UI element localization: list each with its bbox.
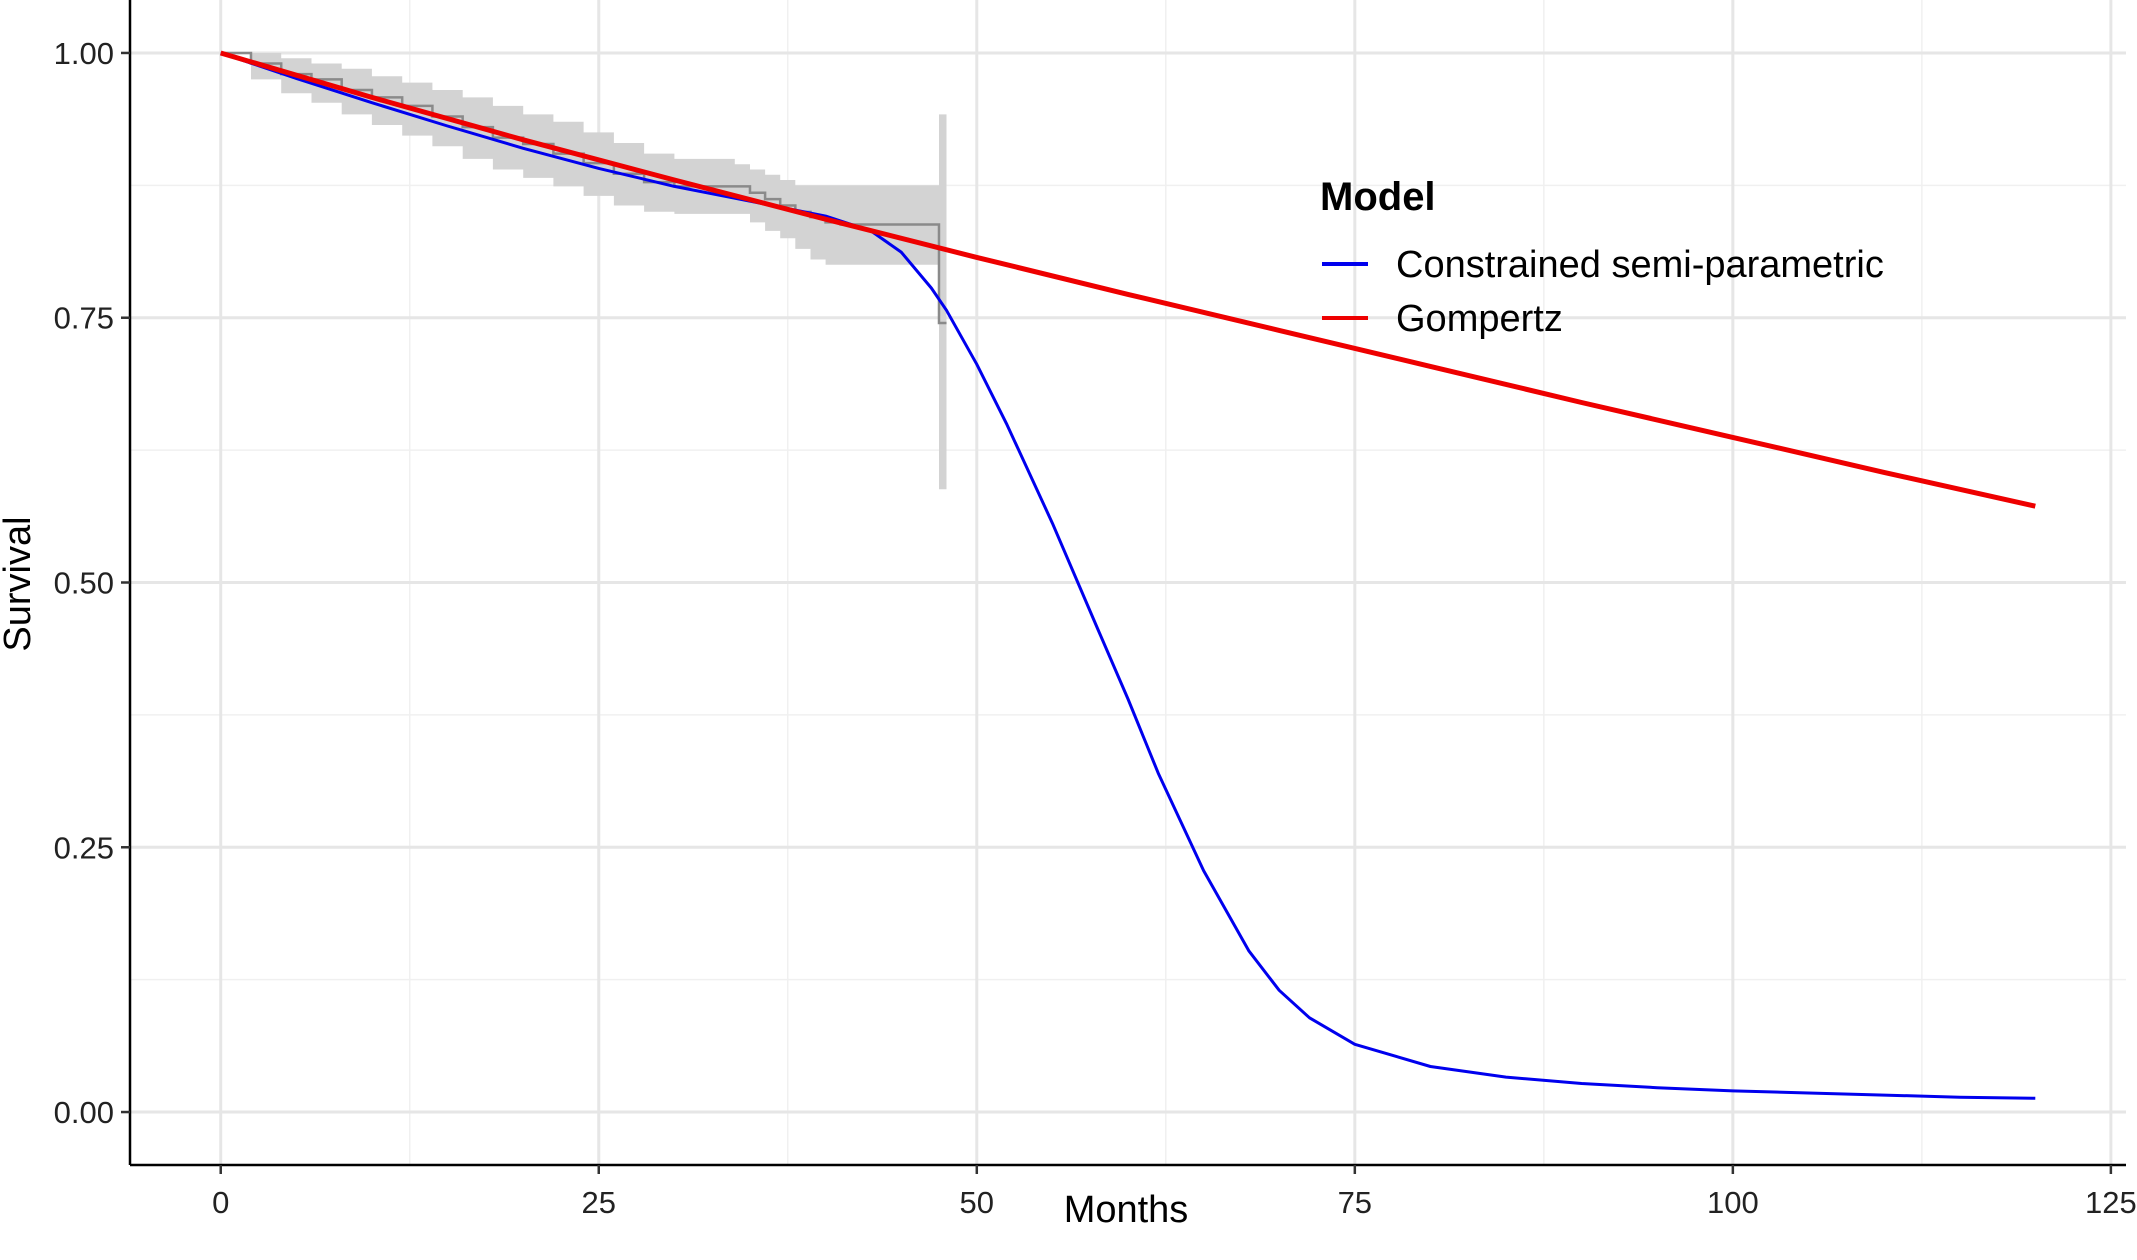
series-line-gompertz: [219, 50, 2036, 509]
legend-label-constrained: Constrained semi-parametric: [1396, 244, 1884, 286]
x-tick-label: 50: [960, 1185, 994, 1220]
tick-labels: 0 25 50 75 100 125 0.00 0.25 0.50 0.75 1.00: [54, 36, 2137, 1220]
series-lines: [219, 50, 2036, 1100]
legend: Model Constrained semi-parametric Gomper…: [1320, 175, 1884, 340]
y-tick-label: 0.50: [54, 566, 114, 601]
x-tick-label: 75: [1338, 1185, 1372, 1220]
x-tick-label: 0: [212, 1185, 229, 1220]
km-confidence-band: [220, 53, 947, 490]
grid: [130, 0, 2126, 1165]
y-axis-title: Survival: [0, 516, 39, 651]
legend-label-gompertz: Gompertz: [1396, 298, 1563, 340]
km-band-area: [220, 53, 947, 490]
legend-title: Model: [1320, 175, 1436, 219]
y-tick-label: 0.00: [54, 1095, 114, 1130]
x-axis-title: Months: [1064, 1189, 1189, 1231]
y-tick-label: 0.75: [54, 301, 114, 336]
y-tick-label: 1.00: [54, 36, 114, 71]
x-tick-label: 100: [1707, 1185, 1759, 1220]
x-tick-label: 125: [2085, 1185, 2137, 1220]
series-line-constrained: [220, 51, 2036, 1100]
y-tick-label: 0.25: [54, 830, 114, 865]
x-tick-label: 25: [582, 1185, 616, 1220]
